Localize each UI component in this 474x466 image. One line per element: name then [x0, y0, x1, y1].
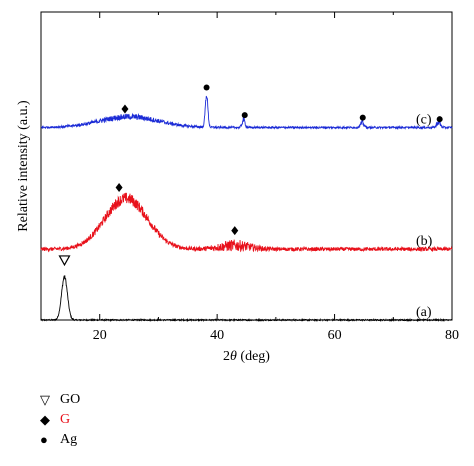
legend-label-ag: Ag	[60, 432, 78, 447]
marker-circle-ag	[436, 116, 443, 123]
series-line-0	[40, 275, 453, 323]
marker-diamond-g	[231, 226, 239, 236]
diamond-icon: ◆	[40, 412, 50, 427]
x-tick-label: 80	[445, 328, 459, 343]
series-line-2	[40, 95, 453, 131]
xrd-chart: 20 40 60 80 2θ (deg) Relative intensity (a.u.…	[16, 11, 459, 364]
marker-diamond-g	[115, 183, 123, 193]
legend-label-g: G	[60, 412, 71, 427]
x-tick-label: 60	[328, 328, 342, 343]
series-lines	[40, 95, 453, 323]
series-labels: (a) (b) (c)	[416, 113, 433, 321]
series-label-0: (a)	[416, 305, 432, 320]
series-label-2: (c)	[416, 113, 432, 128]
legend-label-go: GO	[60, 392, 81, 407]
x-axis-label: 2θ (deg)	[223, 349, 270, 364]
axes: 20 40 60 80 2θ (deg) Relative intensity (a.u.…	[16, 11, 459, 364]
marker-circle-ag	[359, 114, 366, 121]
y-axis-label: Relative intensity (a.u.)	[16, 100, 31, 232]
series-label-1: (b)	[416, 234, 433, 249]
legend-item-ag: ● Ag	[40, 430, 80, 450]
plot-frame	[40, 11, 453, 321]
marker-circle-ag	[241, 112, 248, 119]
legend: ▽ GO ◆ G ● Ag	[40, 390, 80, 450]
legend-item-g: ◆ G	[40, 410, 80, 430]
peak-markers	[58, 84, 443, 267]
circle-icon: ●	[40, 432, 48, 447]
triangle-down-icon: ▽	[40, 392, 50, 407]
marker-diamond-g	[121, 104, 129, 114]
marker-triangle-go	[58, 255, 71, 267]
legend-item-go: ▽ GO	[40, 390, 80, 410]
x-tick-label: 40	[210, 328, 224, 343]
marker-circle-ag	[203, 84, 210, 91]
series-line-1	[40, 192, 453, 253]
x-tick-label: 20	[93, 328, 107, 343]
